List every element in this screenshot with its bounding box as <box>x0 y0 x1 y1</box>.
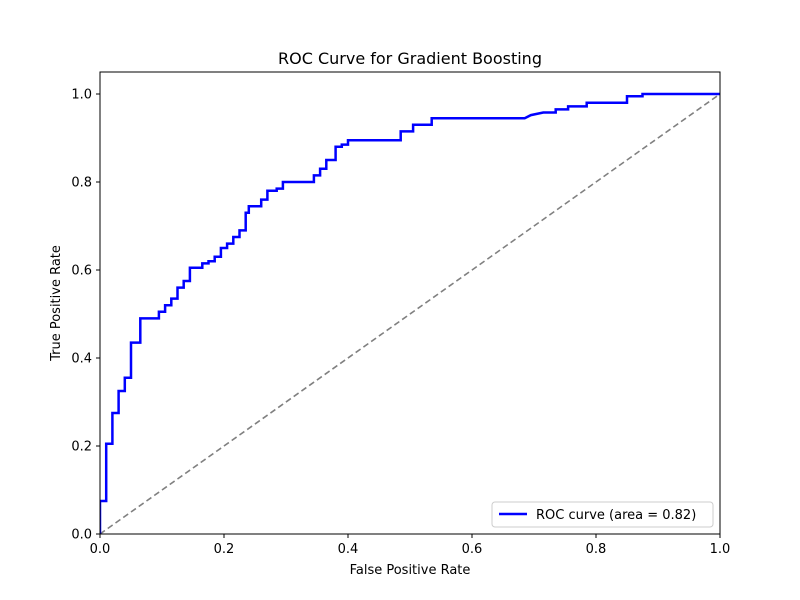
roc-curve-line <box>100 92 720 534</box>
y-tick-label: 0.6 <box>71 264 92 279</box>
x-axis-title: False Positive Rate <box>350 563 471 578</box>
x-tick-label: 0.4 <box>338 542 359 557</box>
legend-label-roc: ROC curve (area = 0.82) <box>536 508 696 523</box>
y-axis-title: True Positive Rate <box>49 245 64 362</box>
legend-box <box>491 501 714 528</box>
x-tick-label: 0.0 <box>90 542 111 557</box>
y-tick-label: 0.0 <box>71 528 92 543</box>
plot-area <box>100 92 720 534</box>
y-tick-label: 0.8 <box>71 176 92 191</box>
y-tick-label: 0.2 <box>71 440 92 455</box>
legend: ROC curve (area = 0.82) <box>491 501 714 528</box>
y-tick-label: 0.4 <box>71 352 92 367</box>
x-tick-label: 0.8 <box>586 542 607 557</box>
plot-frame <box>99 71 721 535</box>
chance-diagonal-line <box>100 93 720 534</box>
y-axis: 0.0 0.2 0.4 0.6 0.8 1.0 <box>71 88 100 543</box>
x-tick-label: 0.6 <box>462 542 483 557</box>
x-axis: 0.0 0.2 0.4 0.6 0.8 1.0 <box>90 534 731 557</box>
x-tick-label: 0.2 <box>214 542 235 557</box>
x-tick-label: 1.0 <box>710 542 731 557</box>
chart-title: ROC Curve for Gradient Boosting <box>278 49 542 68</box>
y-tick-label: 1.0 <box>71 88 92 103</box>
